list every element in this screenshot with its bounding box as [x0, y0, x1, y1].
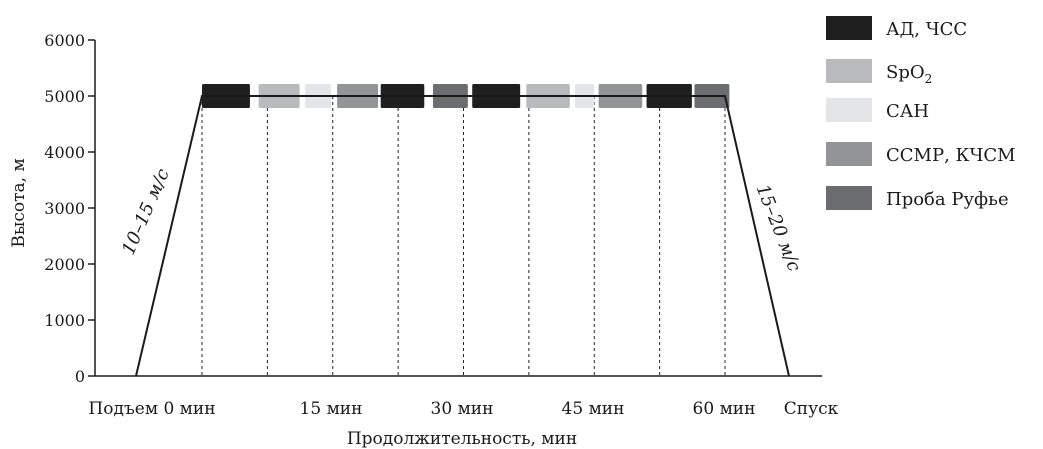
legend-label: SpO2 [886, 62, 932, 86]
y-axis-ticks: 0 1000 2000 3000 4000 5000 6000 [44, 31, 95, 386]
y-tick-label: 0 [75, 367, 85, 386]
legend-label: АД, ЧСС [886, 19, 967, 40]
y-tick-label: 2000 [44, 255, 85, 274]
legend-label: Проба Руфье [886, 189, 1009, 210]
legend-item-spo2: SpO2 [826, 59, 932, 86]
ascent-rate-label: 10–15 м/с [118, 166, 174, 258]
y-tick-label: 6000 [44, 31, 85, 50]
legend-item-rufier: Проба Руфье [826, 186, 1009, 210]
x-tick-label: 45 мин [562, 399, 625, 419]
legend-swatch [826, 16, 872, 40]
x-tick-label: Спуск [784, 399, 839, 419]
x-axis-title: Продолжительность, мин [347, 429, 577, 449]
x-axis-tick-labels: Подъем 0 мин 15 мин 30 мин 45 мин 60 мин Спус… [88, 399, 838, 419]
y-tick-label: 4000 [44, 143, 85, 162]
legend-item-san: САН [826, 98, 929, 122]
legend-swatch [826, 98, 872, 122]
legend-item-bp_hr: АД, ЧСС [826, 16, 967, 40]
x-tick-label: Подъем 0 мин [88, 399, 215, 419]
y-tick-label: 5000 [44, 87, 85, 106]
y-tick-label: 1000 [44, 311, 85, 330]
altitude-profile-line [135, 95, 790, 377]
descent-rate-label: 15–20 м/с [752, 182, 805, 275]
legend-swatch [826, 186, 872, 210]
y-tick-label: 3000 [44, 199, 85, 218]
legend-item-ssmr: ССМР, КЧСМ [826, 142, 1016, 166]
legend-label: ССМР, КЧСМ [886, 145, 1016, 166]
y-axis-title: Высота, м [9, 158, 29, 247]
time-guide-lines [201, 96, 726, 376]
measurement-segments [202, 84, 730, 108]
x-tick-label: 60 мин [693, 399, 756, 419]
legend-swatch [826, 142, 872, 166]
x-tick-label: 15 мин [300, 399, 363, 419]
legend: АД, ЧСС SpO2 САН ССМР, КЧСМ Проба Руфье [826, 16, 1016, 210]
legend-swatch [826, 59, 872, 83]
x-tick-label: 30 мин [431, 399, 494, 419]
legend-label: САН [886, 101, 929, 122]
